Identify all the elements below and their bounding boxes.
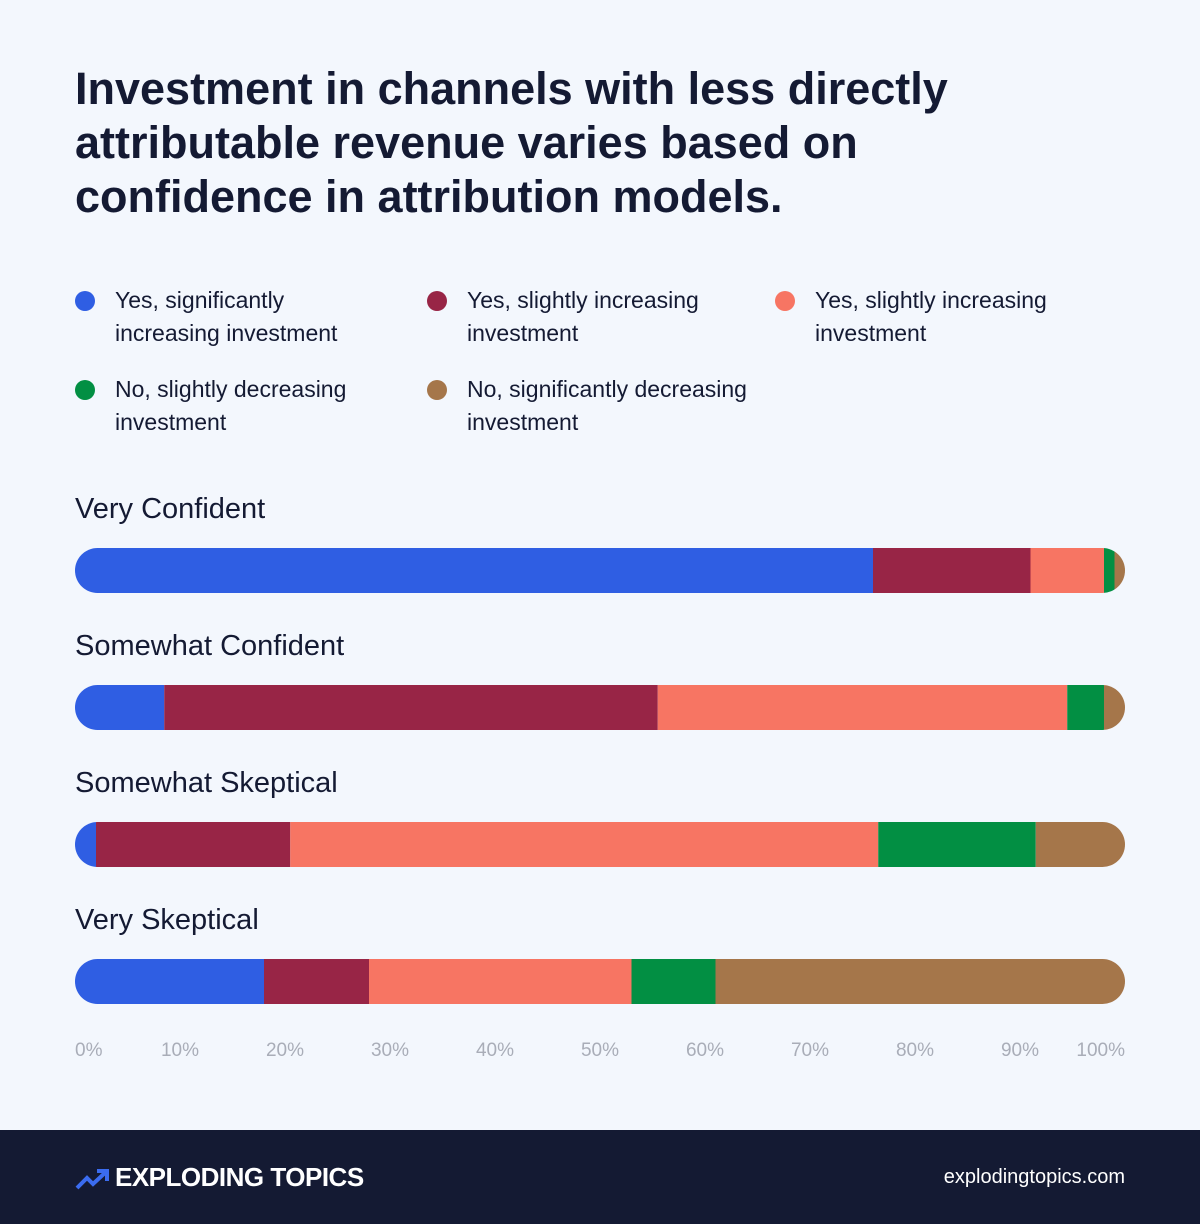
bar-segment (369, 959, 632, 1004)
footer: EXPLODING TOPICS explodingtopics.com (0, 1130, 1200, 1224)
bar-segment (873, 548, 1031, 593)
legend-item: Yes, significantly increasing investment (75, 284, 390, 350)
bar (75, 959, 1125, 1004)
bar-segment (657, 685, 1068, 730)
x-tick-label: 70% (791, 1040, 829, 1061)
x-tick-label: 30% (371, 1040, 409, 1061)
legend-label: No, slightly decreasing investment (115, 376, 347, 435)
x-tick-label: 0% (75, 1040, 103, 1061)
x-tick-label: 10% (161, 1040, 199, 1061)
site-url: explodingtopics.com (943, 1166, 1125, 1188)
bar-segment (878, 822, 1036, 867)
x-tick-label: 90% (1001, 1040, 1039, 1061)
bar-segment (264, 959, 369, 1004)
x-tick-label: 20% (266, 1040, 304, 1061)
bar-segment (290, 822, 879, 867)
bar (75, 548, 1125, 593)
bar (75, 685, 1125, 730)
bar (75, 822, 1125, 867)
x-tick-label: 50% (581, 1040, 619, 1061)
legend-item: No, significantly decreasing investment (427, 373, 752, 439)
legend-swatch (75, 380, 95, 400)
x-tick-label: 80% (896, 1040, 934, 1061)
category-label: Very Confident (75, 493, 265, 525)
legend-swatch (427, 291, 447, 311)
category-label: Somewhat Confident (75, 630, 344, 662)
bar-segment (1104, 685, 1125, 730)
x-tick-label: 40% (476, 1040, 514, 1061)
legend-label: Yes, significantly increasing investment (115, 287, 338, 346)
legend-swatch (427, 380, 447, 400)
bar-segment (164, 685, 658, 730)
bar-segment (1104, 548, 1115, 593)
bar-segment (1114, 548, 1125, 593)
bar-segment (75, 959, 264, 1004)
bar-segment (631, 959, 716, 1004)
brand: EXPLODING TOPICS (115, 1162, 364, 1192)
bar-segment (1067, 685, 1104, 730)
x-tick-label: 60% (686, 1040, 724, 1061)
bar-segment (1035, 822, 1125, 867)
bar-segment (96, 822, 291, 867)
chart: Very Confident Somewhat Confident Somewhat… (75, 493, 1125, 1061)
legend-label: Yes, slightly increasing investment (815, 287, 1047, 346)
legend-label: No, significantly decreasing investment (467, 376, 747, 435)
legend-label: Yes, slightly increasing investment (467, 287, 699, 346)
category-label: Somewhat Skeptical (75, 767, 338, 799)
bar-segment (75, 685, 165, 730)
x-tick-label: 100% (1076, 1040, 1125, 1061)
legend-swatch (75, 291, 95, 311)
bar-segment (75, 822, 96, 867)
legend-item: No, slightly decreasing investment (75, 373, 405, 439)
logo-icon (75, 1169, 109, 1190)
bar-segment (1030, 548, 1104, 593)
legend-item: Yes, slightly increasing investment (775, 284, 1115, 350)
legend-swatch (775, 291, 795, 311)
chart-title: Investment in channels with less directl… (75, 63, 948, 222)
legend-item: Yes, slightly increasing investment (427, 284, 722, 350)
category-label: Very Skeptical (75, 904, 259, 936)
bar-segment (715, 959, 1125, 1004)
bar-segment (75, 548, 873, 593)
